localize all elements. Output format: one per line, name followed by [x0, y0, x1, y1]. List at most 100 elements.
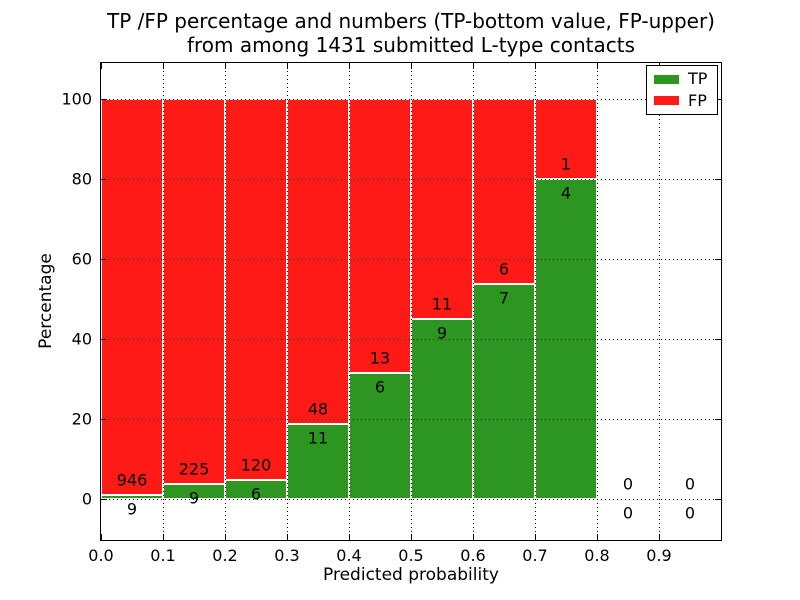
x-tick-label: 0.0	[88, 546, 114, 565]
tp-count-label: 4	[560, 183, 572, 203]
tp-bar	[411, 319, 473, 499]
fp-count-label: 0	[684, 474, 696, 494]
y-tick-label: 60	[71, 249, 92, 269]
x-tick-label: 0.1	[150, 546, 176, 565]
y-tick-label: 20	[71, 409, 92, 429]
fp-bar	[473, 99, 535, 284]
x-tick-bottom	[225, 534, 226, 540]
plot-area: 946 9 225 9 120 6 48 11 13 6 11 9 6 7 1 4 0 0 0 0	[100, 62, 722, 541]
tp-count-label: 9	[126, 499, 138, 519]
fp-count-label: 120	[240, 455, 272, 475]
x-tick-label: 0.5	[398, 546, 424, 565]
x-tick-bottom	[597, 534, 598, 540]
x-tick-top	[535, 63, 536, 69]
h-gridline	[101, 99, 721, 100]
fp-count-label: 11	[431, 294, 453, 314]
x-tick-bottom	[659, 534, 660, 540]
tp-count-label: 0	[622, 503, 634, 523]
tp-count-label: 7	[498, 288, 510, 308]
x-tick-label: 0.2	[212, 546, 238, 565]
fp-bar	[349, 99, 411, 373]
tp-count-label: 0	[684, 503, 696, 523]
v-gridline	[287, 63, 288, 540]
y-tick-label: 100	[61, 89, 92, 109]
h-gridline	[101, 419, 721, 420]
tp-count-label: 6	[250, 484, 262, 504]
y-tick-right	[715, 499, 721, 500]
x-tick-top	[225, 63, 226, 69]
fp-count-label: 48	[307, 399, 329, 419]
h-gridline	[101, 499, 721, 500]
chart-title-line1: TP /FP percentage and numbers (TP-bottom…	[107, 9, 715, 33]
h-gridline	[101, 179, 721, 180]
x-tick-bottom	[411, 534, 412, 540]
y-tick-left	[101, 339, 107, 340]
tp-legend-swatch	[654, 74, 679, 84]
y-tick-right	[715, 259, 721, 260]
fp-count-label: 13	[369, 348, 391, 368]
v-gridline	[163, 63, 164, 540]
tp-count-label: 11	[307, 428, 329, 448]
tp-legend-label: TP	[688, 69, 708, 89]
v-gridline	[225, 63, 226, 540]
y-tick-left	[101, 499, 107, 500]
v-gridline	[597, 63, 598, 540]
x-tick-top	[287, 63, 288, 69]
chart-title-line2: from among 1431 submitted L-type contact…	[186, 33, 636, 57]
y-tick-left	[101, 179, 107, 180]
x-tick-top	[597, 63, 598, 69]
y-tick-right	[715, 339, 721, 340]
x-tick-label: 0.6	[460, 546, 486, 565]
v-gridline	[411, 63, 412, 540]
fp-bar	[535, 99, 597, 179]
x-tick-top	[101, 63, 102, 69]
x-tick-top	[163, 63, 164, 69]
fp-count-label: 946	[116, 470, 148, 490]
y-tick-label: 80	[71, 169, 92, 189]
x-tick-top	[473, 63, 474, 69]
fp-count-label: 225	[178, 459, 210, 479]
tp-count-label: 9	[436, 323, 448, 343]
y-tick-left	[101, 99, 107, 100]
x-tick-bottom	[287, 534, 288, 540]
y-tick-label: 0	[81, 489, 92, 509]
y-tick-left	[101, 419, 107, 420]
h-gridline	[101, 259, 721, 260]
fp-bar	[163, 99, 225, 484]
x-tick-bottom	[473, 534, 474, 540]
legend: TP FP	[646, 65, 718, 115]
h-gridline	[101, 339, 721, 340]
legend-entry-tp: TP	[654, 71, 717, 87]
fp-bar	[287, 99, 349, 425]
fp-legend-label: FP	[688, 90, 707, 110]
x-tick-bottom	[349, 534, 350, 540]
x-tick-label: 0.4	[336, 546, 362, 565]
x-tick-bottom	[163, 534, 164, 540]
legend-entry-fp: FP	[654, 90, 717, 110]
y-tick-right	[715, 99, 721, 100]
fp-bar	[411, 99, 473, 319]
fp-count-label: 1	[560, 154, 572, 174]
x-tick-top	[349, 63, 350, 69]
tp-count-label: 9	[188, 488, 200, 508]
v-gridline	[349, 63, 350, 540]
tp-bar	[473, 283, 535, 499]
chart-title: TP /FP percentage and numbers (TP-bottom…	[100, 9, 722, 57]
x-tick-bottom	[535, 534, 536, 540]
fp-bar	[101, 99, 163, 496]
tp-bar	[287, 424, 349, 499]
fp-count-label: 0	[622, 474, 634, 494]
fp-legend-swatch	[654, 96, 679, 106]
y-tick-right	[715, 419, 721, 420]
y-tick-label: 40	[71, 329, 92, 349]
x-tick-label: 0.7	[522, 546, 548, 565]
x-tick-label: 0.9	[646, 546, 672, 565]
x-axis-label: Predicted probability	[323, 565, 499, 585]
x-tick-label: 0.3	[274, 546, 300, 565]
tp-bar	[101, 495, 163, 499]
v-gridline	[473, 63, 474, 540]
tp-count-label: 6	[374, 377, 386, 397]
fp-bar	[225, 99, 287, 480]
v-gridline	[659, 63, 660, 540]
